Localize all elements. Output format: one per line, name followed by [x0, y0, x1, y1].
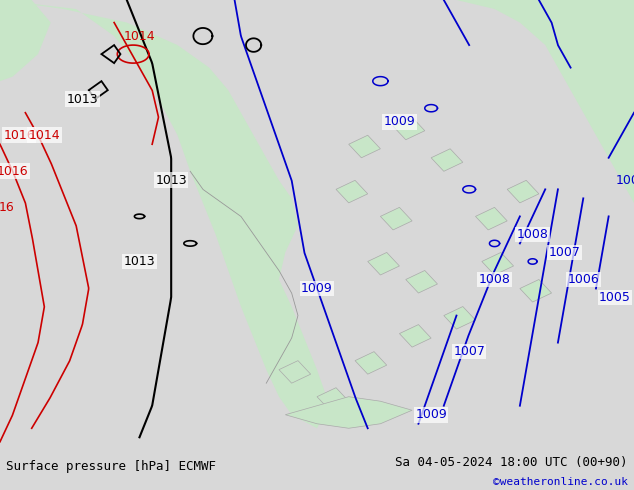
Polygon shape [444, 307, 476, 329]
Polygon shape [0, 0, 51, 81]
Text: 1013: 1013 [124, 255, 155, 268]
Polygon shape [355, 352, 387, 374]
Polygon shape [476, 207, 507, 230]
Text: Sa 04-05-2024 18:00 UTC (00+90): Sa 04-05-2024 18:00 UTC (00+90) [395, 456, 628, 469]
Polygon shape [285, 397, 412, 428]
Text: 1009: 1009 [301, 282, 333, 295]
Text: 16: 16 [0, 201, 14, 214]
Text: 1008: 1008 [517, 228, 548, 241]
Text: 1007: 1007 [548, 246, 580, 259]
Polygon shape [482, 252, 514, 275]
Polygon shape [456, 0, 634, 203]
Text: 1013: 1013 [155, 174, 187, 187]
Text: 1014: 1014 [124, 29, 155, 43]
Text: 1005: 1005 [599, 291, 631, 304]
Polygon shape [336, 180, 368, 203]
Polygon shape [431, 149, 463, 172]
Text: 100: 100 [616, 174, 634, 187]
Text: 1016: 1016 [3, 129, 35, 142]
Text: 1013: 1013 [67, 93, 98, 106]
Polygon shape [279, 361, 311, 383]
Text: 1009: 1009 [384, 115, 415, 128]
Text: 1009: 1009 [415, 408, 447, 421]
Text: 1014: 1014 [29, 129, 60, 142]
Polygon shape [393, 117, 425, 140]
Polygon shape [520, 279, 552, 302]
Text: 1007: 1007 [453, 345, 485, 358]
Polygon shape [399, 324, 431, 347]
Polygon shape [0, 0, 330, 428]
Text: 1006: 1006 [567, 273, 599, 286]
Text: Surface pressure [hPa] ECMWF: Surface pressure [hPa] ECMWF [6, 460, 216, 473]
Text: ©weatheronline.co.uk: ©weatheronline.co.uk [493, 477, 628, 487]
Polygon shape [507, 180, 539, 203]
Polygon shape [380, 207, 412, 230]
Text: 1016: 1016 [0, 165, 29, 178]
Polygon shape [406, 270, 437, 293]
Polygon shape [349, 135, 380, 158]
Polygon shape [368, 252, 399, 275]
Polygon shape [317, 388, 349, 410]
Text: 1008: 1008 [479, 273, 510, 286]
